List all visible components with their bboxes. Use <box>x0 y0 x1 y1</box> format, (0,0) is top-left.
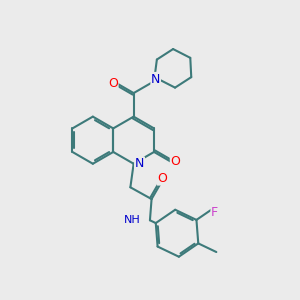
Text: O: O <box>157 172 167 185</box>
Text: N: N <box>135 157 144 170</box>
Text: O: O <box>170 155 180 169</box>
Text: NH: NH <box>124 215 141 225</box>
Text: F: F <box>211 206 218 219</box>
Text: N: N <box>135 157 144 170</box>
Text: O: O <box>108 76 118 90</box>
Text: N: N <box>151 73 160 85</box>
